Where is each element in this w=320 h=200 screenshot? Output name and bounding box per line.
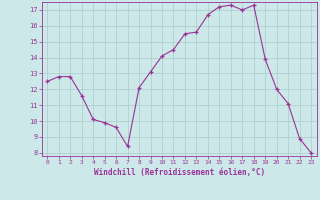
- X-axis label: Windchill (Refroidissement éolien,°C): Windchill (Refroidissement éolien,°C): [94, 168, 265, 177]
